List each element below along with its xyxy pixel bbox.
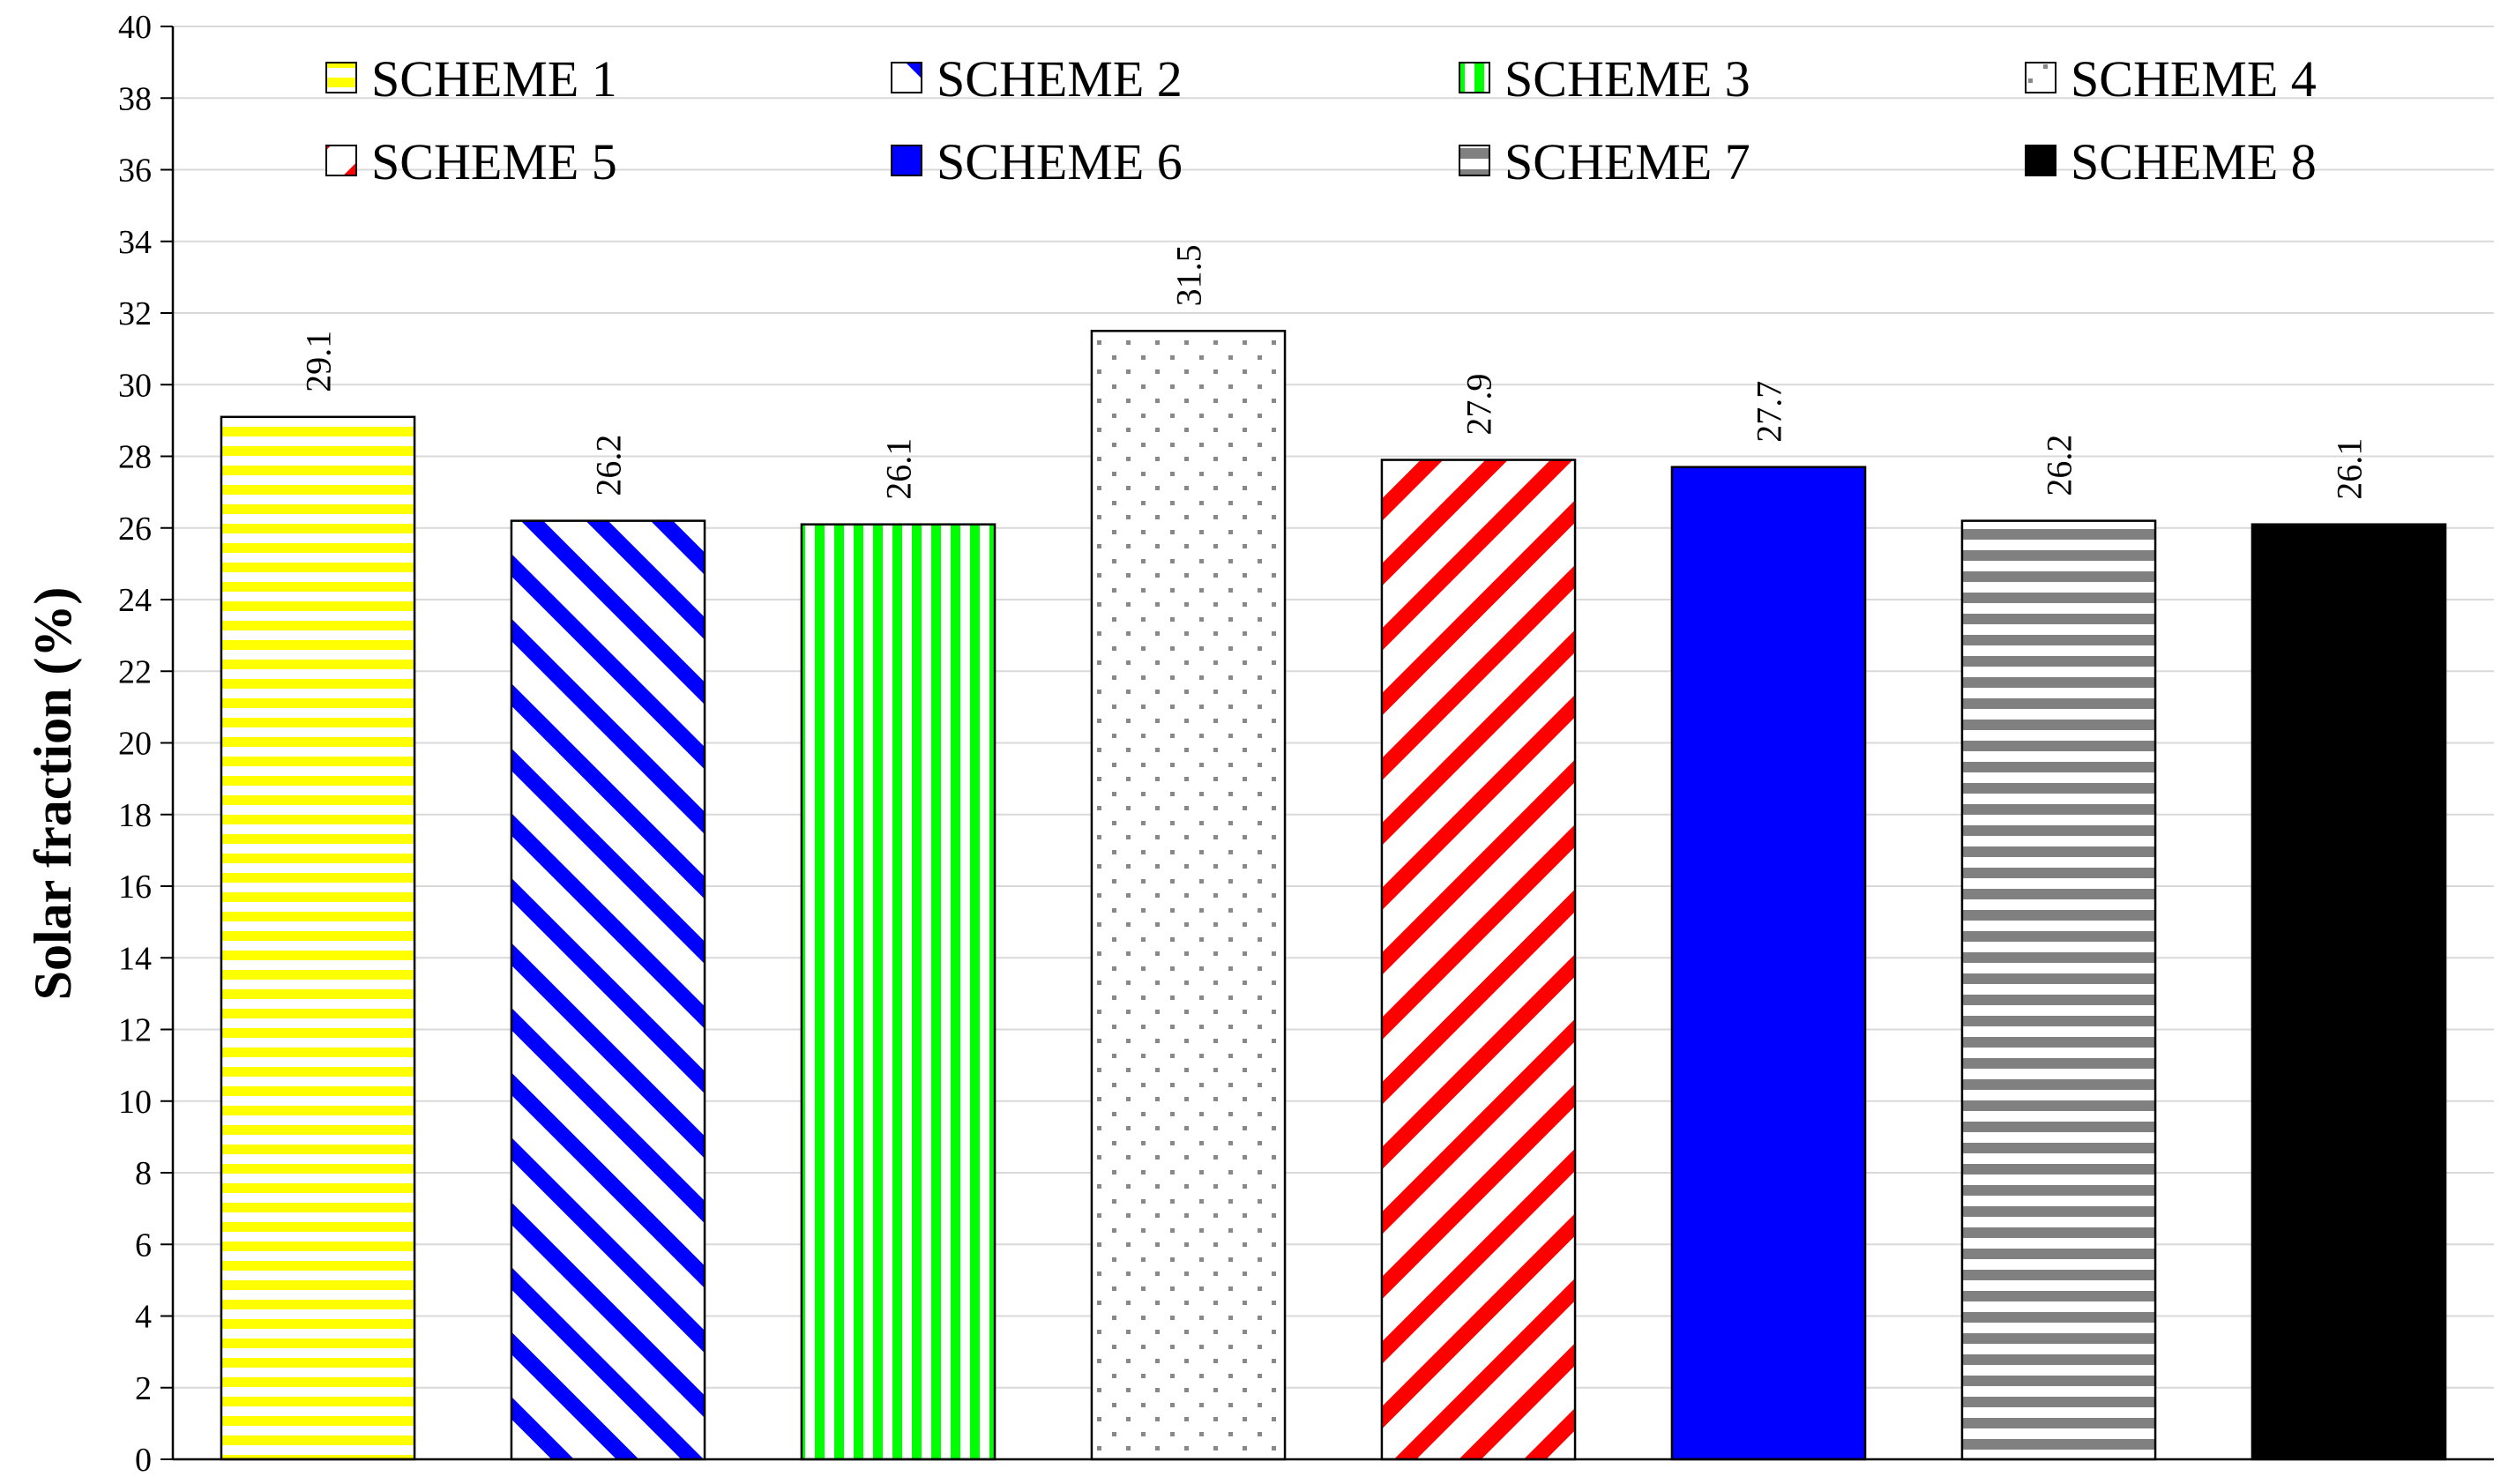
legend-label-7: SCHEME 7 <box>1504 133 1750 190</box>
data-label-8: 26.1 <box>2330 438 2370 500</box>
bar-3 <box>800 523 996 1461</box>
y-tick-label: 24 <box>118 582 152 619</box>
y-tick-label: 32 <box>118 295 152 332</box>
data-label-1: 29.1 <box>299 331 339 392</box>
data-label-4: 31.5 <box>1169 244 1209 306</box>
y-tick-label: 6 <box>135 1227 152 1264</box>
legend-label-3: SCHEME 3 <box>1504 50 1750 108</box>
legend-label-8: SCHEME 8 <box>2071 133 2317 190</box>
legend-label-6: SCHEME 6 <box>937 133 1183 190</box>
bars <box>220 330 2447 1461</box>
y-tick-label: 0 <box>135 1442 152 1479</box>
legend: SCHEME 1 SCHEME 2 SCHEME 3 SCHEME 4 SCHEME 5… <box>325 50 2317 190</box>
y-tick-label: 20 <box>118 726 152 763</box>
legend-swatch-2 <box>891 62 922 93</box>
legend-label-5: SCHEME 5 <box>371 133 617 190</box>
y-tick-label: 28 <box>118 439 152 476</box>
y-tick-label: 2 <box>135 1370 152 1407</box>
y-tick-label: 10 <box>118 1084 152 1121</box>
y-tick-label: 30 <box>118 367 152 404</box>
y-tick-label: 26 <box>118 511 152 548</box>
y-tick-label: 16 <box>118 869 152 906</box>
bar-7 <box>1960 519 2157 1461</box>
bar-8 <box>2250 523 2447 1461</box>
axes <box>171 26 2494 1461</box>
data-label-3: 26.1 <box>879 438 919 500</box>
y-tick-label: 36 <box>118 153 152 190</box>
data-label-6: 27.7 <box>1750 381 1789 443</box>
bar-2 <box>510 519 706 1461</box>
legend-swatch-1 <box>325 62 357 93</box>
legend-label-1: SCHEME 1 <box>371 50 617 108</box>
y-tick-label: 8 <box>135 1155 152 1192</box>
bar-4 <box>1090 330 1287 1461</box>
y-tick-label: 34 <box>118 224 152 261</box>
y-axis-title: Solar fraction (%) <box>24 587 82 1001</box>
data-label-7: 26.2 <box>2040 435 2079 496</box>
legend-swatch-4 <box>2025 62 2056 93</box>
data-labels: 29.1 26.2 26.1 31.5 27.9 27.7 26.2 26.1 <box>299 244 2370 499</box>
y-tick-label: 14 <box>118 940 152 977</box>
bar-6 <box>1670 466 1867 1461</box>
y-tick-label: 40 <box>118 9 152 46</box>
legend-swatch-3 <box>1459 62 1490 93</box>
data-label-5: 27.9 <box>1459 374 1499 436</box>
bar-5 <box>1380 459 1577 1461</box>
data-label-2: 26.2 <box>589 435 629 496</box>
legend-label-4: SCHEME 4 <box>2071 50 2317 108</box>
y-tick-label: 4 <box>135 1299 152 1336</box>
legend-swatch-8 <box>2025 145 2056 176</box>
y-tick-label: 12 <box>118 1012 152 1049</box>
legend-label-2: SCHEME 2 <box>937 50 1183 108</box>
legend-swatch-5 <box>325 145 357 176</box>
y-tick-label: 18 <box>118 797 152 834</box>
y-tick-label: 38 <box>118 80 152 117</box>
y-tick-label: 22 <box>118 653 152 690</box>
legend-swatch-6 <box>891 145 922 176</box>
legend-swatch-7 <box>1459 145 1490 176</box>
bar-1 <box>220 415 416 1461</box>
